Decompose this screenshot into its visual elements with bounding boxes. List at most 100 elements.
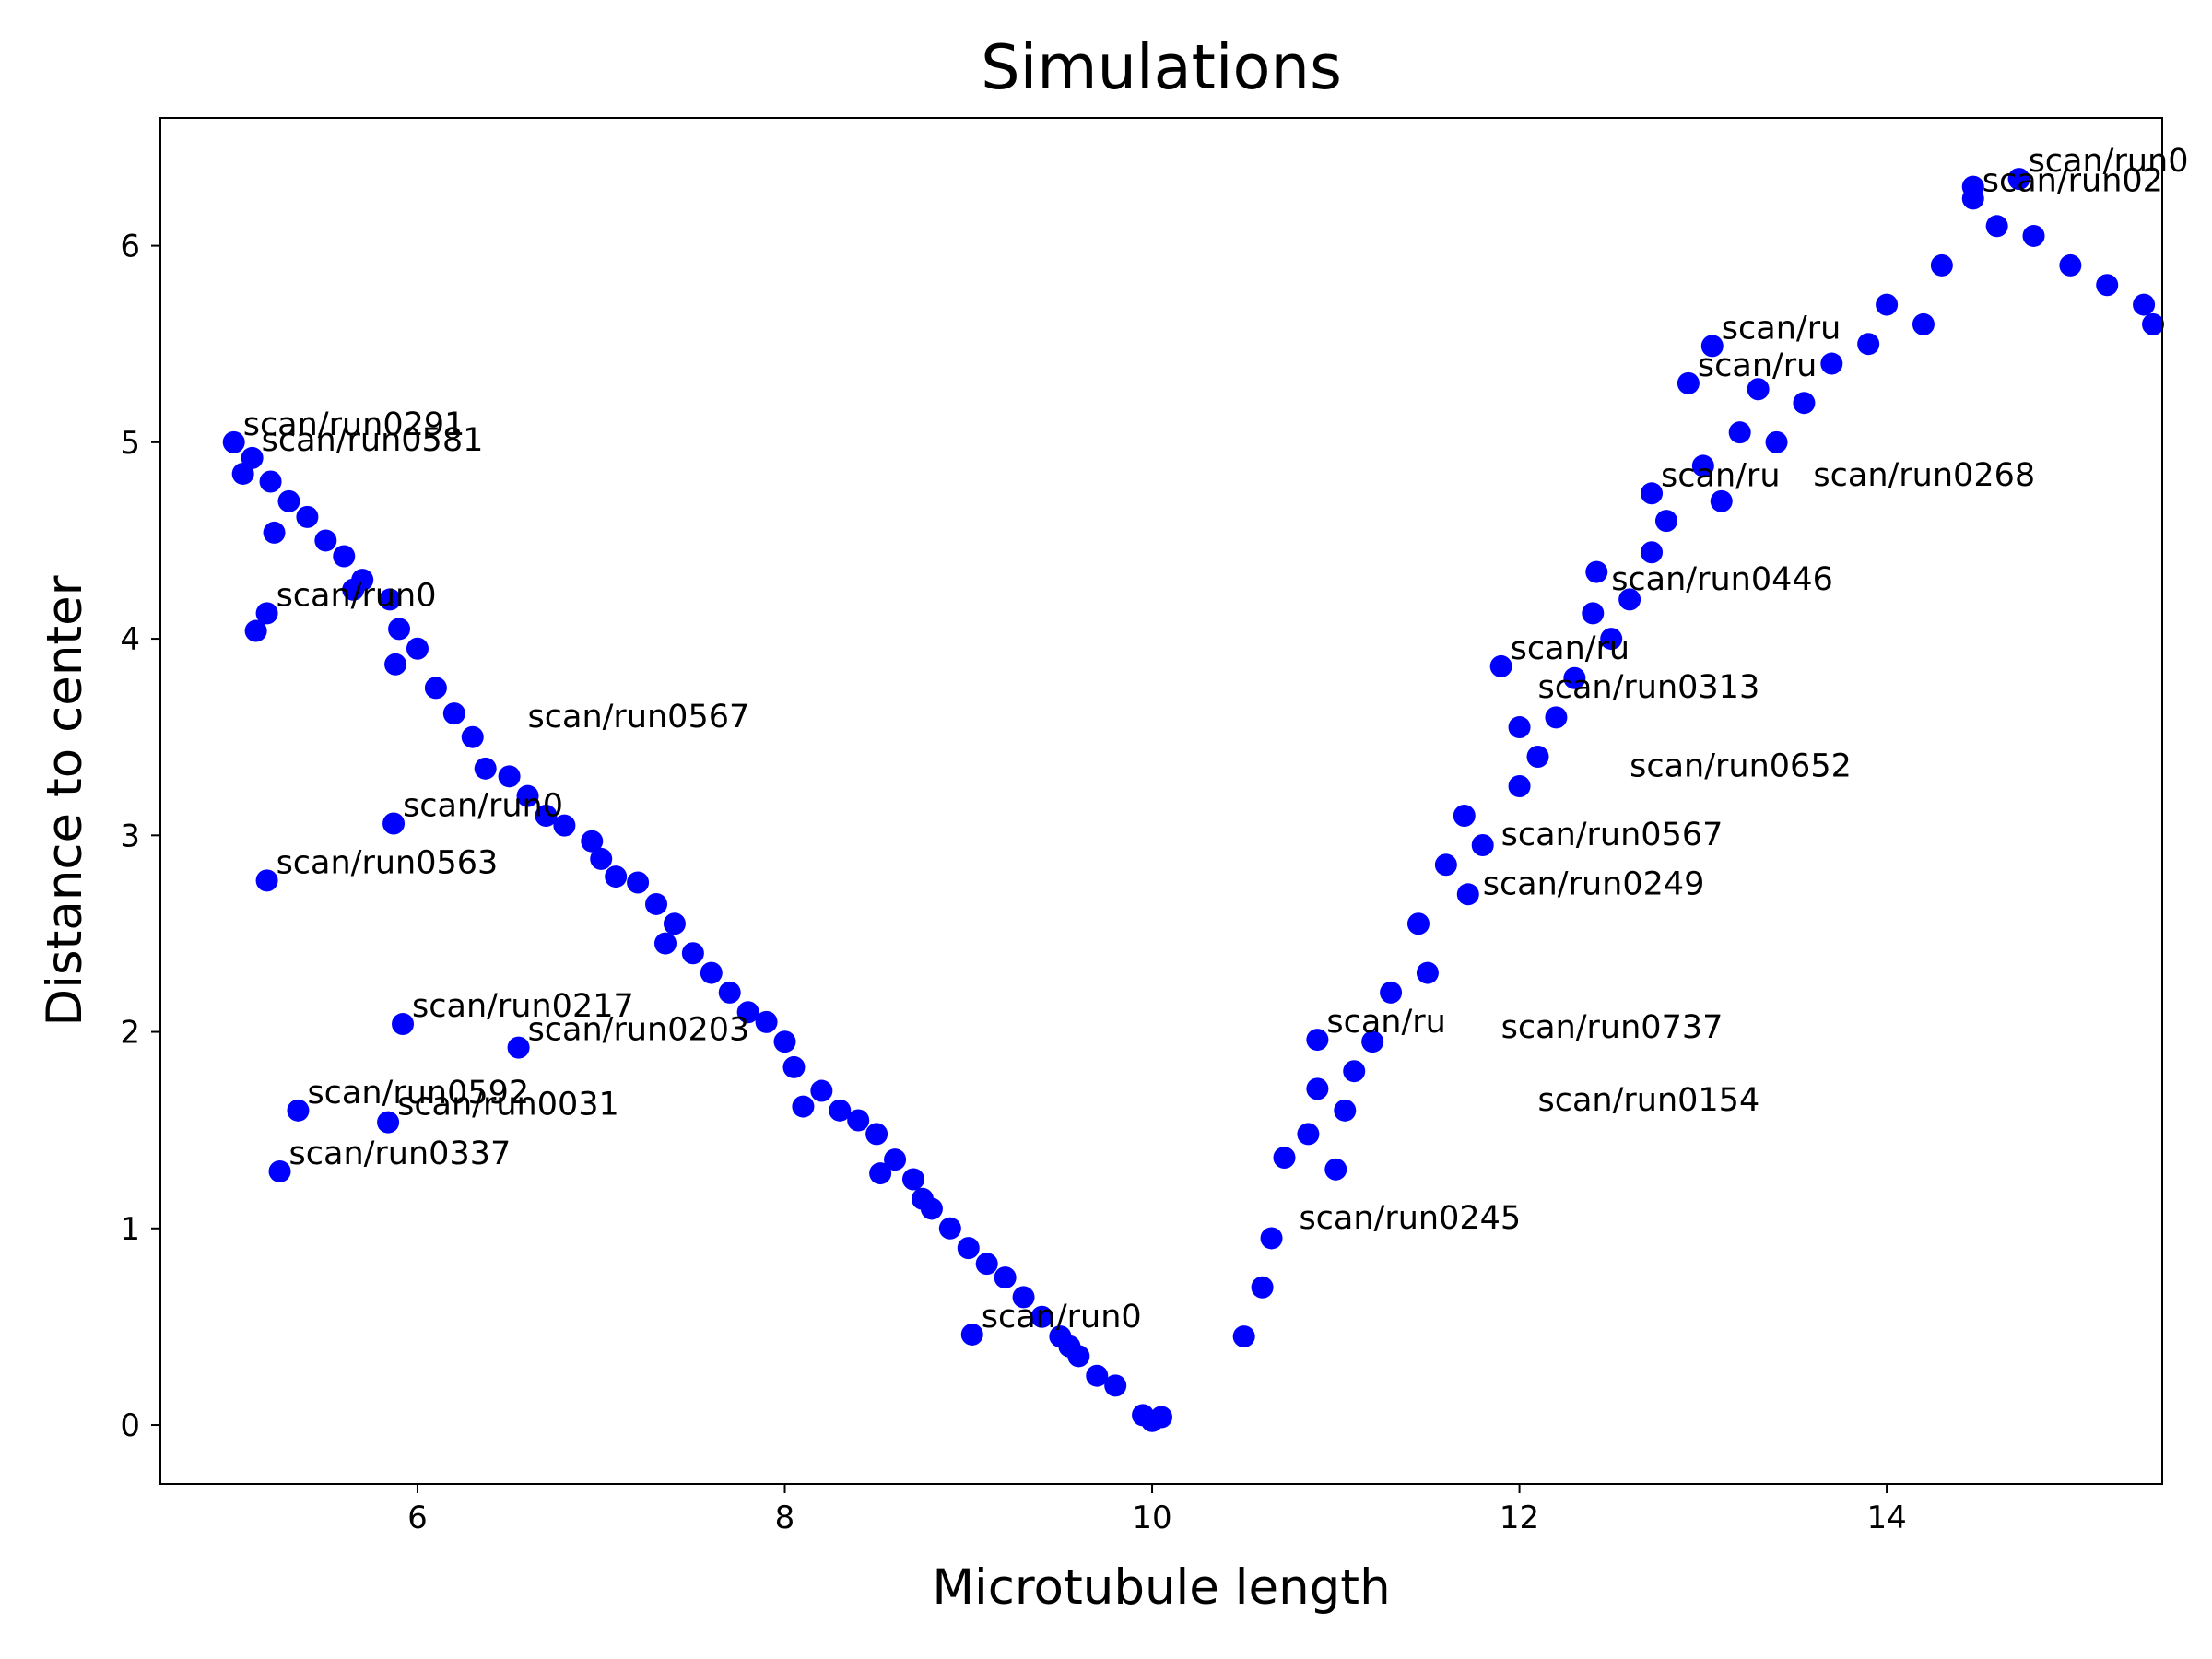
data-point bbox=[1677, 371, 1700, 394]
data-point bbox=[792, 1095, 815, 1118]
point-label: scan/run0592 bbox=[307, 1075, 529, 1112]
data-point bbox=[1876, 293, 1899, 316]
data-point bbox=[1912, 312, 1935, 335]
data-point bbox=[1030, 1305, 1053, 1328]
data-point bbox=[392, 1013, 415, 1036]
data-point bbox=[388, 618, 411, 641]
data-point bbox=[1067, 1345, 1090, 1368]
chart-title: Simulations bbox=[981, 31, 1342, 103]
data-point bbox=[1765, 430, 1788, 453]
data-point bbox=[663, 912, 686, 935]
data-point bbox=[1471, 833, 1494, 856]
data-point bbox=[2007, 168, 2030, 191]
data-point bbox=[681, 942, 704, 965]
y-axis-ticks: 0 1 2 3 4 5 6 bbox=[120, 229, 160, 1444]
data-point bbox=[2096, 274, 2119, 297]
data-point bbox=[1343, 1060, 1366, 1083]
data-point bbox=[461, 725, 484, 748]
point-label: scan/run0 bbox=[982, 1299, 1142, 1335]
data-point bbox=[553, 814, 576, 837]
data-point bbox=[1508, 716, 1531, 739]
point-label: scan/run0581 bbox=[262, 422, 484, 459]
point-labels: scan/run0291scan/run0581scan/run0scan/ru… bbox=[243, 143, 2189, 1335]
y-tick-label: 2 bbox=[120, 1015, 140, 1052]
data-point bbox=[287, 1099, 310, 1122]
plot-frame bbox=[159, 117, 2163, 1485]
data-point bbox=[1508, 775, 1531, 798]
point-label: scan/ru bbox=[1661, 457, 1780, 494]
data-point bbox=[755, 1010, 778, 1033]
data-point bbox=[865, 1123, 888, 1146]
data-point bbox=[1012, 1286, 1035, 1309]
x-tick-label: 8 bbox=[775, 1500, 795, 1536]
data-point bbox=[627, 871, 650, 894]
plot-area bbox=[160, 118, 2162, 1484]
point-label: scan/run0337 bbox=[289, 1135, 512, 1172]
data-point bbox=[2133, 293, 2156, 316]
data-point bbox=[1434, 853, 1457, 877]
data-point bbox=[277, 489, 300, 512]
data-point bbox=[590, 847, 613, 870]
data-point bbox=[1489, 654, 1512, 677]
data-point bbox=[1416, 961, 1439, 984]
data-point bbox=[1104, 1374, 1127, 1397]
data-point bbox=[1406, 912, 1430, 935]
data-point bbox=[516, 784, 539, 807]
point-label: scan/run0 bbox=[276, 577, 437, 614]
data-point bbox=[259, 470, 282, 493]
annotation-label: scan/run0313 bbox=[1537, 669, 1759, 706]
point-label: scan/ru bbox=[1698, 347, 1817, 384]
y-tick-label: 6 bbox=[120, 229, 140, 265]
data-point bbox=[1985, 215, 2008, 238]
data-point bbox=[2022, 224, 2045, 247]
data-point bbox=[869, 1162, 892, 1185]
data-point bbox=[384, 653, 407, 676]
data-point bbox=[1251, 1276, 1274, 1299]
data-point bbox=[581, 830, 604, 853]
data-point bbox=[1820, 352, 1843, 375]
data-point bbox=[1324, 1158, 1347, 1181]
data-point bbox=[296, 505, 319, 528]
data-point bbox=[1545, 706, 1568, 729]
data-point bbox=[241, 446, 264, 469]
annotation-label: scan/run0567 bbox=[1501, 817, 1724, 853]
data-point bbox=[1563, 666, 1586, 689]
data-point bbox=[263, 521, 286, 544]
data-point bbox=[1747, 378, 1770, 401]
data-point bbox=[222, 430, 245, 453]
data-point bbox=[1654, 510, 1677, 533]
data-point bbox=[382, 812, 406, 835]
data-point bbox=[1453, 804, 1476, 827]
y-tick-label: 4 bbox=[120, 621, 140, 658]
point-label: scan/run0203 bbox=[528, 1012, 750, 1049]
annotation-label: scan/run0652 bbox=[1630, 747, 1852, 784]
data-point bbox=[1260, 1227, 1283, 1250]
data-point bbox=[498, 765, 521, 788]
data-point bbox=[1456, 883, 1479, 906]
data-point bbox=[1334, 1099, 1357, 1122]
data-point bbox=[1728, 421, 1751, 444]
annotation-label: scan/run0245 bbox=[1299, 1200, 1521, 1237]
data-point bbox=[442, 702, 465, 725]
data-point bbox=[653, 932, 677, 955]
point-label: scan/ru bbox=[1511, 630, 1630, 667]
data-point bbox=[645, 892, 668, 915]
data-point bbox=[507, 1036, 530, 1059]
data-point bbox=[1600, 628, 1623, 651]
data-point bbox=[718, 981, 741, 1004]
annotation-label: scan/run0446 bbox=[1611, 561, 1833, 598]
data-point bbox=[1361, 1030, 1384, 1053]
data-point bbox=[810, 1079, 833, 1102]
data-point bbox=[377, 1111, 400, 1134]
data-point bbox=[1710, 489, 1733, 512]
data-point bbox=[1961, 175, 1984, 198]
data-point bbox=[255, 869, 278, 892]
data-point bbox=[994, 1266, 1017, 1289]
data-point bbox=[474, 757, 497, 780]
data-point bbox=[960, 1323, 983, 1346]
annotation-label: scan/run0154 bbox=[1537, 1082, 1759, 1119]
data-point bbox=[773, 1030, 796, 1053]
data-point bbox=[1641, 482, 1664, 505]
